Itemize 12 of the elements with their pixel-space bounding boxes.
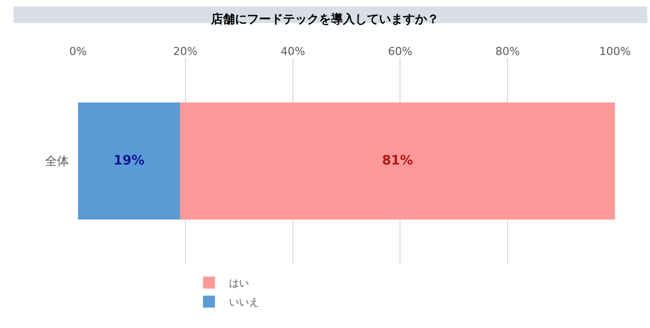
legend-label: いいえ bbox=[229, 298, 259, 309]
data-label: 19% bbox=[113, 154, 145, 168]
x-tick-label: 100% bbox=[599, 44, 631, 58]
x-tick-label: 60% bbox=[388, 44, 412, 58]
x-tick-label: 80% bbox=[495, 44, 520, 58]
x-tick-label: 40% bbox=[280, 44, 306, 58]
x-tick-label: 0% bbox=[69, 44, 87, 58]
chart-title: 店舗にフードテックを導入していますか？ bbox=[210, 12, 439, 26]
x-tick-label: 20% bbox=[173, 44, 198, 58]
y-tick-label: 全体 bbox=[45, 154, 69, 168]
data-label: 81% bbox=[382, 154, 414, 168]
legend-label: はい bbox=[229, 278, 249, 290]
